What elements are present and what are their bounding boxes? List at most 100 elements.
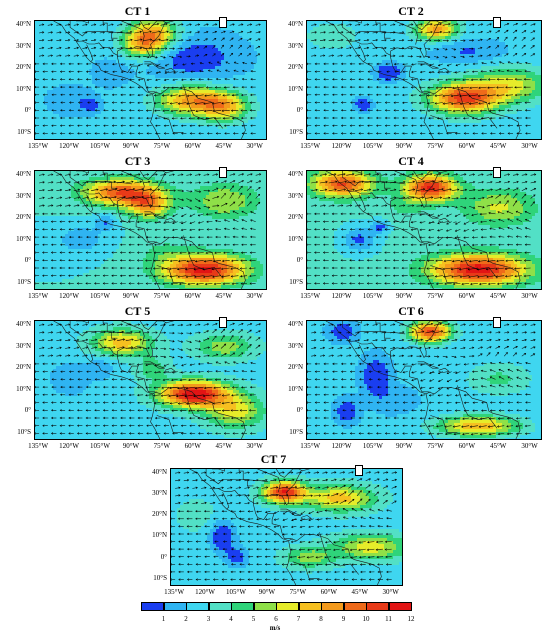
speed-cell [74,36,78,40]
speed-cell [107,27,111,31]
speed-cell [176,60,180,64]
wind-vector [250,77,256,81]
speed-cell [532,51,536,55]
speed-cell [65,129,69,133]
speed-cell [44,72,48,76]
speed-cell [95,51,99,55]
wind-vector [85,70,92,73]
speed-cell [230,54,234,58]
speed-cell [227,99,231,103]
speed-cell [47,87,51,91]
speed-cell [427,36,431,40]
speed-cell [191,72,195,76]
speed-cell [80,69,84,73]
speed-cell [529,21,533,25]
speed-cell [487,42,491,46]
speed-cell [221,84,225,88]
speed-cell [110,81,114,85]
speed-cell [532,63,536,67]
speed-cell [391,57,395,61]
speed-cell [53,102,57,106]
speed-cell [41,84,45,88]
speed-cell [47,27,51,31]
speed-cell [361,60,365,64]
speed-cell [424,69,428,73]
wind-vector [195,94,204,97]
speed-cell [92,105,96,109]
speed-cell [119,81,123,85]
speed-cell [218,93,222,97]
speed-cell [245,117,249,121]
speed-cell [421,66,425,70]
speed-cell [62,45,66,49]
speed-cell [167,48,171,52]
speed-cell [388,69,392,73]
speed-cell [38,45,42,49]
speed-cell [245,33,249,37]
speed-cell [149,138,153,139]
speed-cell [257,66,261,70]
speed-cell [313,27,317,31]
speed-cell [424,33,428,37]
speed-cell [248,66,252,70]
speed-cell [83,45,87,49]
wind-vector [85,85,92,89]
wind-vector [146,132,152,135]
speed-cell [370,36,374,40]
speed-cell [421,75,425,79]
speed-cell [116,108,120,112]
speed-cell [532,60,536,64]
speed-cell [451,72,455,76]
wind-vector [213,94,222,97]
speed-cell [50,42,54,46]
speed-cell [188,108,192,112]
speed-cell [508,57,512,61]
speed-cell [50,87,54,91]
speed-cell [137,54,141,58]
speed-cell [125,96,129,100]
speed-cell [427,45,431,49]
speed-cell [140,39,144,43]
speed-cell [427,60,431,64]
speed-cell [466,24,470,28]
speed-cell [209,102,213,106]
speed-cell [143,135,147,139]
speed-cell [215,108,219,112]
speed-cell [242,105,246,109]
speed-cell [442,63,446,67]
speed-cell [248,78,252,82]
wind-vector [241,85,247,89]
speed-cell [391,66,395,70]
speed-cell [493,30,497,34]
speed-cell [463,60,467,64]
speed-cell [209,87,213,91]
speed-cell [221,123,225,127]
wind-vector [220,44,224,49]
speed-cell [221,108,225,112]
speed-cell [134,54,138,58]
speed-cell [448,36,452,40]
wind-vector [120,109,126,112]
speed-cell [50,63,54,67]
speed-cell [86,84,90,88]
speed-cell [436,21,440,25]
speed-cell [415,63,419,67]
speed-cell [119,54,123,58]
speed-cell [227,96,231,100]
speed-cell [221,129,225,133]
speed-cell [65,57,69,61]
speed-cell [179,45,183,49]
speed-cell [436,33,440,37]
lon-tick-label: 30°W [240,142,270,150]
speed-cell [254,27,258,31]
speed-cell [484,36,488,40]
speed-cell [260,111,264,115]
speed-cell [478,63,482,67]
speed-cell [47,99,51,103]
wind-vector [94,124,100,127]
speed-cell [167,60,171,64]
speed-cell [47,90,51,94]
speed-cell [242,57,246,61]
speed-cell [230,24,234,28]
speed-cell [143,108,147,112]
